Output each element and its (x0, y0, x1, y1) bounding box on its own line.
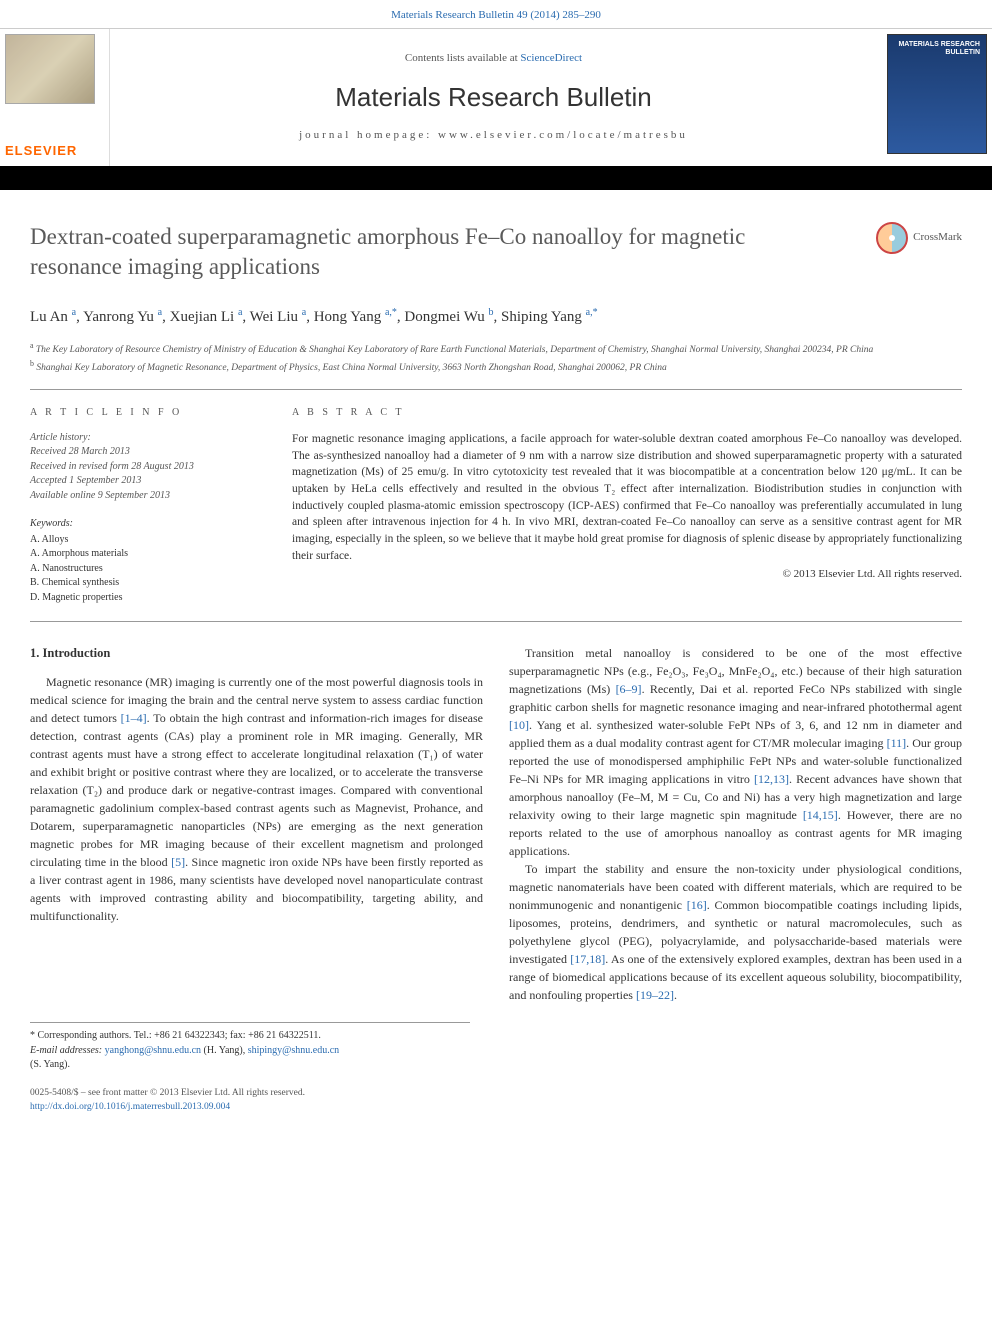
column-left: 1. Introduction Magnetic resonance (MR) … (30, 644, 483, 1004)
elsevier-tree-icon (5, 34, 95, 104)
intro-para-2: Transition metal nanoalloy is considered… (509, 644, 962, 860)
crossmark-badge[interactable]: CrossMark (876, 222, 962, 254)
affiliations: a The Key Laboratory of Resource Chemist… (0, 340, 992, 389)
online-date: Available online 9 September 2013 (30, 489, 270, 504)
top-citation-link[interactable]: Materials Research Bulletin 49 (2014) 28… (391, 9, 601, 21)
email-link[interactable]: yanghong@shnu.edu.cn (105, 1045, 201, 1056)
article-history: Article history: Received 28 March 2013 … (30, 431, 270, 504)
header-black-strip (0, 168, 992, 190)
journal-header: ELSEVIER Contents lists available at Sci… (0, 28, 992, 168)
publisher-block: ELSEVIER (0, 29, 110, 166)
ref-link[interactable]: [17,18] (570, 952, 605, 966)
keyword: B. Chemical synthesis (30, 576, 270, 591)
article-title: Dextran-coated superparamagnetic amorpho… (30, 222, 962, 282)
abstract-text: For magnetic resonance imaging applicati… (292, 431, 962, 564)
ref-link[interactable]: [12,13] (754, 772, 789, 786)
corresponding-authors: * Corresponding authors. Tel.: +86 21 64… (30, 1022, 470, 1073)
ref-link[interactable]: [16] (687, 898, 707, 912)
article-head: CrossMark Dextran-coated superparamagnet… (0, 190, 992, 292)
keyword: A. Amorphous materials (30, 547, 270, 562)
ref-link[interactable]: [1–4] (121, 711, 147, 725)
history-label: Article history: (30, 431, 270, 446)
ref-link[interactable]: [10] (509, 718, 529, 732)
footer: 0025-5408/$ – see front matter © 2013 El… (0, 1073, 992, 1133)
ref-link[interactable]: [19–22] (636, 988, 674, 1002)
article-info-heading: A R T I C L E I N F O (30, 406, 270, 421)
sciencedirect-link[interactable]: ScienceDirect (520, 52, 582, 64)
ref-link[interactable]: [11] (887, 736, 907, 750)
column-right: Transition metal nanoalloy is considered… (509, 644, 962, 1004)
issn-line: 0025-5408/$ – see front matter © 2013 El… (30, 1087, 962, 1101)
section-1-heading: 1. Introduction (30, 644, 483, 663)
keywords-label: Keywords: (30, 517, 270, 532)
keyword: D. Magnetic properties (30, 591, 270, 606)
header-center: Contents lists available at ScienceDirec… (110, 29, 877, 166)
abstract-copyright: © 2013 Elsevier Ltd. All rights reserved… (292, 567, 962, 583)
corr-emails: E-mail addresses: yanghong@shnu.edu.cn (… (30, 1044, 470, 1059)
authors-line: Lu An a, Yanrong Yu a, Xuejian Li a, Wei… (0, 292, 992, 341)
ref-link[interactable]: [6–9] (616, 682, 642, 696)
abstract-heading: A B S T R A C T (292, 406, 962, 421)
keyword: A. Nanostructures (30, 562, 270, 577)
body-columns: 1. Introduction Magnetic resonance (MR) … (0, 622, 992, 1004)
doi-link[interactable]: http://dx.doi.org/10.1016/j.materresbull… (30, 1102, 230, 1112)
corr-label: * Corresponding authors. Tel.: +86 21 64… (30, 1029, 470, 1044)
crossmark-icon (876, 222, 908, 254)
intro-para-1: Magnetic resonance (MR) imaging is curre… (30, 673, 483, 925)
journal-homepage: journal homepage: www.elsevier.com/locat… (110, 128, 877, 144)
crossmark-label: CrossMark (913, 230, 962, 246)
affiliation-a: a The Key Laboratory of Resource Chemist… (30, 340, 962, 357)
keyword: A. Alloys (30, 533, 270, 548)
ref-link[interactable]: [14,15] (803, 808, 838, 822)
journal-cover-label: MATERIALS RESEARCH BULLETIN (888, 41, 980, 56)
contents-prefix: Contents lists available at (405, 52, 520, 64)
elsevier-wordmark: ELSEVIER (5, 138, 104, 161)
corr-who2: (S. Yang). (30, 1058, 470, 1073)
revised-date: Received in revised form 28 August 2013 (30, 460, 270, 475)
accepted-date: Accepted 1 September 2013 (30, 474, 270, 489)
info-abstract-block: A R T I C L E I N F O Article history: R… (30, 389, 962, 622)
journal-name: Materials Research Bulletin (110, 79, 877, 117)
keywords: Keywords: A. Alloys A. Amorphous materia… (30, 517, 270, 605)
affiliation-b: b Shanghai Key Laboratory of Magnetic Re… (30, 358, 962, 375)
journal-cover-icon: MATERIALS RESEARCH BULLETIN (887, 34, 987, 154)
email-link[interactable]: shipingy@shnu.edu.cn (248, 1045, 339, 1056)
header-right: MATERIALS RESEARCH BULLETIN (877, 29, 992, 166)
top-citation: Materials Research Bulletin 49 (2014) 28… (0, 0, 992, 28)
abstract: A B S T R A C T For magnetic resonance i… (292, 406, 962, 605)
intro-para-3: To impart the stability and ensure the n… (509, 860, 962, 1004)
ref-link[interactable]: [5] (171, 855, 185, 869)
received-date: Received 28 March 2013 (30, 445, 270, 460)
article-info: A R T I C L E I N F O Article history: R… (30, 406, 270, 605)
contents-available: Contents lists available at ScienceDirec… (110, 51, 877, 67)
